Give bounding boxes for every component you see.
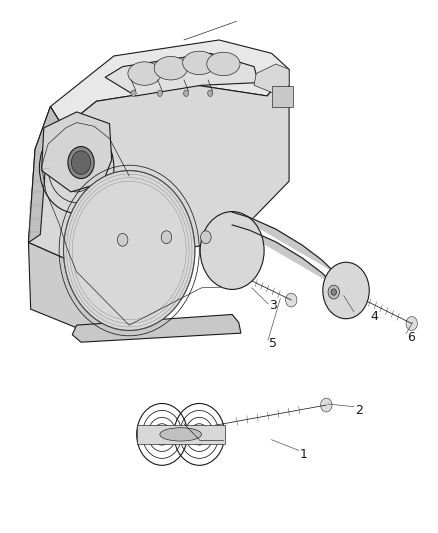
Polygon shape: [42, 112, 112, 192]
Circle shape: [406, 317, 417, 330]
Text: 4: 4: [370, 310, 378, 322]
Text: 2: 2: [355, 404, 363, 417]
Polygon shape: [137, 425, 225, 444]
Circle shape: [68, 147, 94, 179]
Polygon shape: [105, 53, 258, 96]
Text: 6: 6: [407, 331, 415, 344]
Circle shape: [64, 171, 195, 330]
Ellipse shape: [154, 56, 187, 80]
Circle shape: [157, 90, 162, 96]
Circle shape: [321, 398, 332, 412]
Text: 1: 1: [300, 448, 308, 461]
Polygon shape: [28, 107, 64, 243]
Polygon shape: [254, 64, 289, 96]
Ellipse shape: [183, 51, 216, 75]
Polygon shape: [72, 314, 241, 342]
Polygon shape: [28, 69, 289, 264]
Circle shape: [201, 231, 211, 244]
Circle shape: [208, 90, 213, 96]
Circle shape: [200, 212, 264, 289]
Circle shape: [286, 293, 297, 307]
Text: 3: 3: [269, 299, 277, 312]
Circle shape: [323, 262, 369, 319]
Ellipse shape: [160, 427, 201, 441]
Circle shape: [328, 285, 339, 299]
Circle shape: [161, 231, 172, 244]
Circle shape: [184, 90, 189, 96]
Polygon shape: [50, 40, 289, 128]
Ellipse shape: [128, 62, 161, 85]
Circle shape: [71, 151, 91, 174]
Circle shape: [117, 233, 128, 246]
FancyBboxPatch shape: [272, 86, 293, 107]
Polygon shape: [28, 243, 131, 328]
Polygon shape: [232, 212, 333, 271]
Polygon shape: [232, 225, 333, 284]
Ellipse shape: [207, 52, 240, 76]
Circle shape: [131, 90, 136, 96]
Circle shape: [331, 289, 336, 295]
Text: 5: 5: [269, 337, 277, 350]
